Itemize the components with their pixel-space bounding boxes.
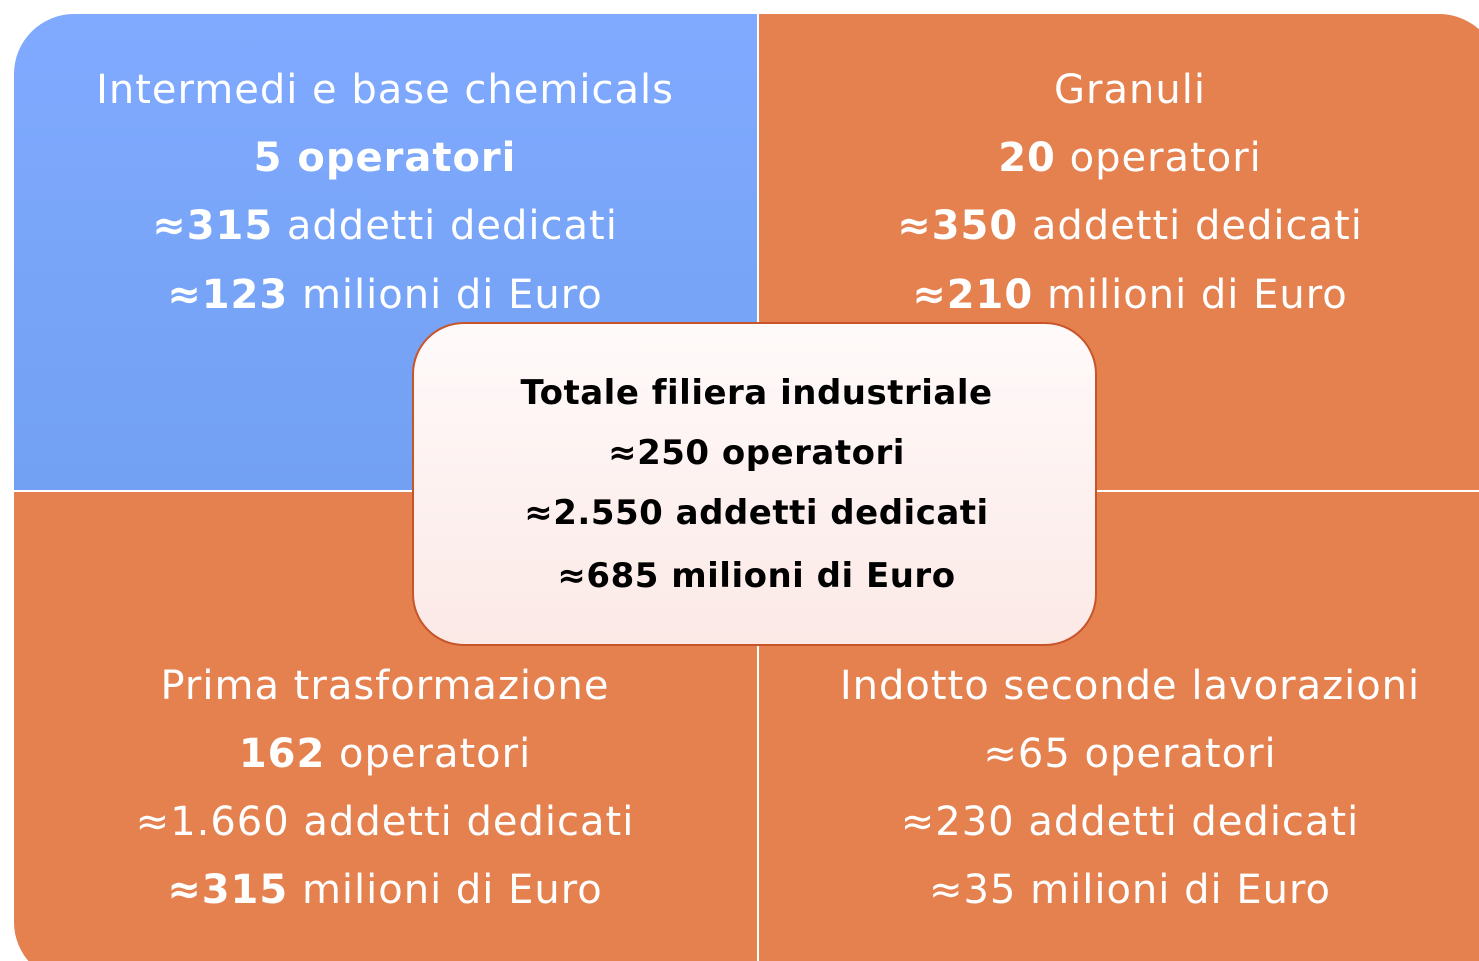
- quadrant-line: ≈315 milioni di Euro: [15, 866, 755, 914]
- quadrant-line: 20 operatori: [760, 134, 1479, 182]
- bold-value: ≈210: [912, 272, 1034, 318]
- center-line: ≈685 milioni di Euro: [557, 556, 956, 596]
- quadrant-title: Indotto seconde lavorazioni: [839, 663, 1421, 709]
- bold-value: 5 operatori: [253, 135, 517, 181]
- quadrant-title: Intermedi e base chemicals: [96, 67, 674, 113]
- quadrant-line: ≈350 addetti dedicati: [760, 202, 1479, 250]
- bold-value: ≈315: [167, 867, 289, 913]
- line-text: ≈35 milioni di Euro: [929, 867, 1331, 913]
- line-text: milioni di Euro: [301, 272, 603, 318]
- quadrant-title: Prima trasformazione: [160, 663, 610, 709]
- quadrant-line: ≈210 milioni di Euro: [760, 271, 1479, 319]
- center-line: ≈250 operatori: [608, 433, 905, 473]
- quadrant-line: ≈123 milioni di Euro: [15, 271, 755, 319]
- line-text: milioni di Euro: [1046, 272, 1348, 318]
- quadrant-title: Granuli: [1054, 67, 1206, 113]
- quadrant-line: 162 operatori: [15, 730, 755, 778]
- center-line: ≈2.550 addetti dedicati: [524, 493, 989, 533]
- line-text: ≈1.660 addetti dedicati: [135, 799, 635, 845]
- quadrant-line: ≈230 addetti dedicati: [760, 798, 1479, 846]
- bold-value: 20: [998, 135, 1056, 181]
- line-text: operatori: [339, 731, 532, 777]
- bold-value: ≈123: [167, 272, 289, 318]
- center-title: Totale filiera industriale: [520, 373, 993, 413]
- line-text: operatori: [1069, 135, 1262, 181]
- bold-value: ≈315: [152, 203, 274, 249]
- center-box: Totale filiera industriale ≈250 operatori…: [412, 322, 1097, 646]
- line-text: addetti dedicati: [1031, 203, 1363, 249]
- bold-value: ≈350: [897, 203, 1019, 249]
- line-text: ≈230 addetti dedicati: [900, 799, 1360, 845]
- quadrant-line: ≈35 milioni di Euro: [760, 866, 1479, 914]
- quadrant-line: ≈1.660 addetti dedicati: [15, 798, 755, 846]
- quadrant-line: 5 operatori: [15, 134, 755, 182]
- bold-value: 162: [238, 731, 326, 777]
- quadrant-line: ≈65 operatori: [760, 730, 1479, 778]
- line-text: ≈65 operatori: [983, 731, 1277, 777]
- line-text: addetti dedicati: [286, 203, 618, 249]
- quadrant-line: ≈315 addetti dedicati: [15, 202, 755, 250]
- line-text: milioni di Euro: [301, 867, 603, 913]
